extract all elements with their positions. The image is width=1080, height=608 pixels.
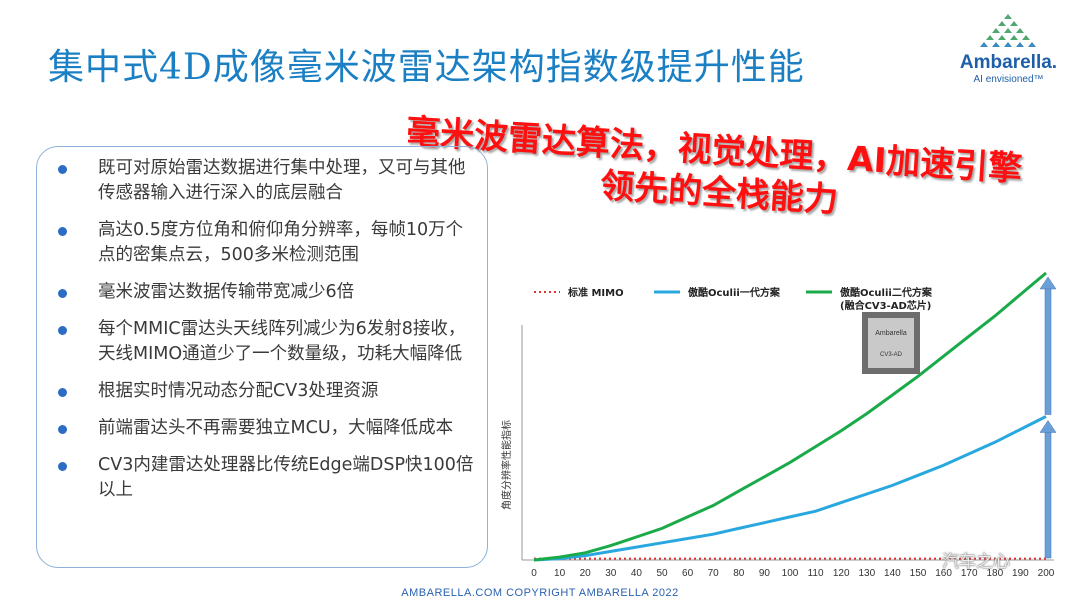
bullet-dot-icon — [58, 388, 67, 397]
chart-arrows — [1039, 276, 1057, 559]
bullet-item: CV3内建雷达处理器比传统Edge端DSP快100倍以上 — [58, 453, 478, 503]
bullet-text: 前端雷达头不再需要独立MCU，大幅降低成本 — [98, 418, 454, 438]
x-tick-label: 110 — [808, 568, 824, 579]
x-tick-label: 130 — [858, 568, 875, 579]
bullet-item: 毫米波雷达数据传输带宽减少6倍 — [58, 280, 478, 305]
x-tick-label: 150 — [910, 568, 927, 579]
x-tick-label: 100 — [782, 568, 799, 579]
ambarella-triangle-icon — [980, 14, 1036, 47]
bullet-dot-icon — [58, 227, 67, 236]
bullet-text: 毫米波雷达数据传输带宽减少6倍 — [98, 282, 355, 302]
logo-wordmark: Ambarella. — [959, 52, 1058, 73]
legend-label: 标准 MIMO — [567, 286, 624, 299]
chip-face: Ambarella CV3-AD — [868, 318, 914, 368]
series-line — [533, 415, 1047, 562]
bullet-dot-icon — [58, 425, 67, 434]
x-tick-label: 60 — [682, 568, 694, 579]
x-tick-label: 200 — [1038, 568, 1055, 579]
x-tick-label: 80 — [733, 568, 745, 579]
x-tick-label: 90 — [759, 568, 771, 579]
bullet-text: CV3内建雷达处理器比传统Edge端DSP快100倍以上 — [98, 455, 474, 500]
x-tick-label: 40 — [631, 568, 643, 579]
x-tick-label: 170 — [961, 568, 978, 579]
watermark: 汽车之心 — [942, 552, 1010, 572]
bullet-text: 高达0.5度方位角和俯仰角分辨率，每帧10万个点的密集点云，500多米检测范围 — [98, 220, 464, 265]
bullet-list: 既可对原始雷达数据进行集中处理，又可与其他传感器输入进行深入的底层融合 高达0.… — [58, 156, 478, 515]
x-tick-label: 30 — [605, 568, 617, 579]
x-tick-label: 180 — [986, 568, 1003, 579]
bullet-dot-icon — [58, 165, 67, 174]
bullet-text: 既可对原始雷达数据进行集中处理，又可与其他传感器输入进行深入的底层融合 — [98, 158, 466, 203]
bullet-item: 前端雷达头不再需要独立MCU，大幅降低成本 — [58, 416, 478, 441]
growth-arrow-head — [1039, 420, 1057, 433]
bullet-item: 根据实时情况动态分配CV3处理资源 — [58, 379, 478, 404]
legend-label: 傲酷Oculii二代方案 — [840, 286, 933, 299]
chip-brand: Ambarella — [875, 330, 907, 337]
x-tick-label: 70 — [708, 568, 720, 579]
x-tick-label: 0 — [531, 568, 537, 579]
x-tick-label: 20 — [580, 568, 592, 579]
bullet-text: 每个MMIC雷达头天线阵列减少为6发射8接收，天线MIMO通道少了一个数量级，功… — [98, 319, 466, 364]
bullet-dot-icon — [58, 326, 67, 335]
performance-chart: 标准 MIMO 傲酷Oculii一代方案 傲酷Oculii二代方案(融合CV3-AD… — [500, 271, 1057, 579]
chart-series — [533, 271, 1047, 562]
growth-arrow-shaft — [1044, 430, 1052, 559]
chip-model: CV3-AD — [879, 352, 902, 358]
legend-label: (融合CV3-AD芯片) — [840, 299, 931, 312]
ambarella-logo: Ambarella. AI envisioned™ — [946, 12, 1076, 92]
x-tick-label: 190 — [1012, 568, 1029, 579]
x-tick-label: 160 — [935, 568, 952, 579]
bullet-item: 高达0.5度方位角和俯仰角分辨率，每帧10万个点的密集点云，500多米检测范围 — [58, 218, 478, 268]
x-tick-label: 10 — [554, 568, 566, 579]
x-tick-label: 50 — [656, 568, 668, 579]
cv3-chip-image: Ambarella CV3-AD — [862, 312, 920, 374]
bullet-dot-icon — [58, 462, 67, 471]
slide-title: 集中式4D成像毫米波雷达架构指数级提升性能 — [48, 47, 805, 88]
bullet-item: 既可对原始雷达数据进行集中处理，又可与其他传感器输入进行深入的底层融合 — [58, 156, 478, 206]
logo-tagline: AI envisioned™ — [973, 74, 1044, 85]
chart-axes: 0 10 20 30 40 50 60 70 80 90 100 110 120 130 140 150 160… — [500, 325, 1055, 579]
series-line — [533, 271, 1047, 562]
bullet-box — [36, 146, 488, 568]
bullet-text: 根据实时情况动态分配CV3处理资源 — [98, 381, 379, 401]
slide-footer: AMBARELLA.COM COPYRIGHT AMBARELLA 2022 — [401, 587, 679, 599]
bullet-item: 每个MMIC雷达头天线阵列减少为6发射8接收，天线MIMO通道少了一个数量级，功… — [58, 317, 478, 367]
growth-arrow-head — [1039, 276, 1057, 290]
x-tick-label: 140 — [884, 568, 901, 579]
growth-arrow-shaft — [1044, 286, 1052, 415]
bullet-dot-icon — [58, 289, 67, 298]
legend-label: 傲酷Oculii一代方案 — [688, 286, 781, 299]
x-tick-label: 120 — [833, 568, 850, 579]
y-axis-label: 角度分辨率性能指标 — [500, 420, 513, 510]
chart-legend: 标准 MIMO 傲酷Oculii一代方案 傲酷Oculii二代方案(融合CV3-AD… — [534, 286, 933, 312]
